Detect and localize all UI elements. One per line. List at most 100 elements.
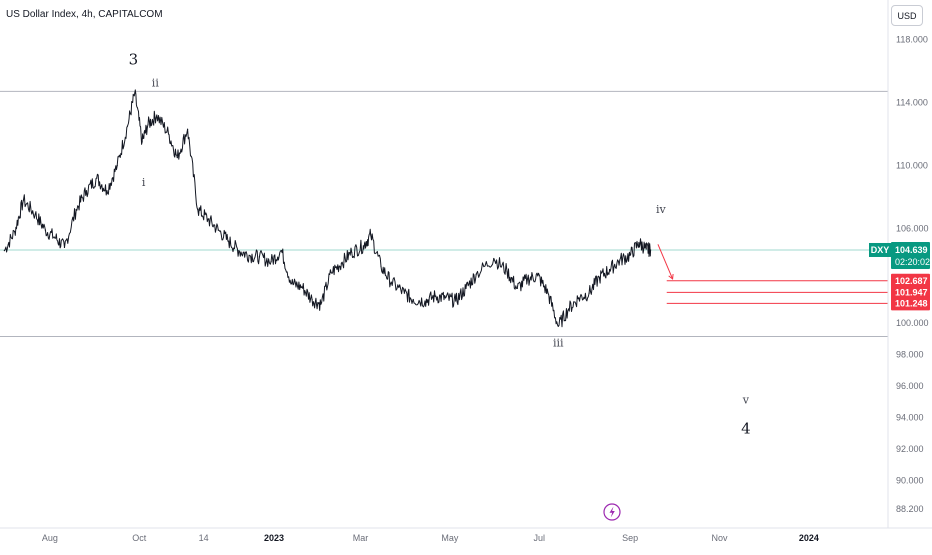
price-point bbox=[330, 272, 332, 274]
price-point bbox=[547, 292, 549, 294]
lightning-event-icon[interactable] bbox=[603, 503, 621, 521]
y-tick-label: 110.000 bbox=[896, 160, 928, 170]
price-point bbox=[55, 237, 57, 239]
price-point bbox=[351, 251, 353, 253]
price-point bbox=[320, 303, 322, 305]
wave-label[interactable]: 4 bbox=[741, 419, 751, 437]
y-tick-label: 114.000 bbox=[896, 97, 928, 107]
price-point bbox=[370, 234, 372, 236]
target-badge-text: 101.248 bbox=[895, 298, 928, 308]
price-point bbox=[412, 298, 414, 301]
price-axis[interactable]: 118.000 114.000 110.000 106.000 100.000 98.00… bbox=[896, 34, 929, 514]
price-point bbox=[598, 276, 600, 278]
y-tick-label: 100.000 bbox=[896, 318, 929, 328]
wave-label[interactable]: ii bbox=[152, 77, 160, 90]
target-lines-layer bbox=[666, 280, 888, 304]
price-point bbox=[403, 292, 406, 294]
wave-label[interactable]: v bbox=[742, 393, 750, 406]
wave-label[interactable]: iv bbox=[656, 203, 667, 216]
price-point bbox=[217, 229, 219, 231]
x-tick-label: Nov bbox=[711, 533, 728, 543]
price-point bbox=[608, 268, 611, 271]
price-point bbox=[75, 209, 77, 211]
x-tick-label: Jul bbox=[533, 533, 545, 543]
price-point bbox=[629, 254, 631, 256]
price-line[interactable] bbox=[3, 89, 652, 328]
price-point bbox=[186, 128, 189, 130]
price-point bbox=[167, 133, 170, 135]
currency-button[interactable]: USD bbox=[891, 5, 923, 26]
price-point bbox=[516, 287, 518, 290]
wave-label[interactable]: iii bbox=[553, 337, 564, 350]
price-point bbox=[526, 278, 529, 280]
price-point bbox=[444, 297, 447, 299]
price-point bbox=[380, 265, 382, 267]
target-badge-text: 102.687 bbox=[895, 276, 928, 286]
price-point bbox=[147, 123, 149, 126]
x-tick-label: Aug bbox=[42, 533, 58, 543]
price-point bbox=[650, 249, 652, 251]
symbol-badge-text: DXY bbox=[871, 245, 890, 255]
price-point bbox=[126, 125, 129, 127]
price-point bbox=[258, 256, 260, 258]
price-point bbox=[34, 213, 36, 215]
price-point bbox=[207, 218, 209, 220]
price-point bbox=[134, 92, 136, 94]
target-badge-text: 101.947 bbox=[895, 287, 928, 297]
price-point bbox=[156, 114, 158, 116]
price-point bbox=[85, 190, 88, 192]
y-tick-label: 94.000 bbox=[896, 413, 924, 423]
price-point bbox=[465, 287, 467, 290]
price-point bbox=[506, 270, 508, 272]
price-point bbox=[588, 292, 590, 294]
y-tick-label: 92.000 bbox=[896, 444, 924, 454]
x-tick-label: 14 bbox=[199, 533, 209, 543]
price-point bbox=[22, 199, 25, 201]
last-price-badge[interactable] bbox=[891, 241, 930, 269]
price-point bbox=[638, 242, 640, 244]
price-point bbox=[238, 250, 240, 252]
target-badge[interactable] bbox=[891, 285, 930, 300]
price-point bbox=[141, 141, 143, 143]
x-tick-label: May bbox=[441, 533, 459, 543]
price-point bbox=[248, 254, 250, 256]
y-tick-label: 98.000 bbox=[896, 350, 924, 360]
price-point bbox=[557, 325, 559, 327]
price-point bbox=[362, 245, 365, 247]
price-point bbox=[96, 177, 98, 179]
price-point bbox=[227, 240, 230, 242]
price-point bbox=[291, 283, 293, 285]
price-series-layer bbox=[3, 89, 652, 328]
price-point bbox=[280, 250, 282, 252]
target-badge[interactable] bbox=[891, 296, 930, 311]
price-point bbox=[424, 300, 426, 302]
y-tick-label: 96.000 bbox=[896, 381, 924, 391]
x-tick-label: Sep bbox=[622, 533, 638, 543]
price-point bbox=[106, 190, 108, 192]
price-point bbox=[434, 295, 436, 297]
target-badge[interactable] bbox=[891, 273, 930, 288]
y-tick-label: 106.000 bbox=[896, 224, 929, 234]
x-tick-label: Oct bbox=[132, 533, 147, 543]
y-tick-label: 118.000 bbox=[896, 34, 928, 44]
price-point bbox=[301, 286, 303, 288]
price-point bbox=[390, 281, 392, 283]
wave-label[interactable]: i bbox=[142, 176, 146, 189]
x-tick-label: Mar bbox=[353, 533, 369, 543]
price-point bbox=[116, 164, 118, 167]
price-point bbox=[475, 273, 477, 275]
wave-label[interactable]: 3 bbox=[129, 51, 139, 69]
price-point bbox=[493, 257, 495, 260]
price-point bbox=[455, 300, 457, 302]
projection-arrow-line[interactable] bbox=[657, 244, 674, 280]
countdown-badge-text: 02:20:02 bbox=[895, 257, 930, 267]
time-axis[interactable]: Aug Oct 14 2023 Mar May Jul Sep Nov 2024 bbox=[42, 533, 819, 543]
price-point bbox=[44, 229, 47, 231]
x-tick-label: 2023 bbox=[264, 533, 284, 543]
projection-arrow-layer bbox=[657, 244, 674, 280]
price-point bbox=[311, 298, 313, 301]
